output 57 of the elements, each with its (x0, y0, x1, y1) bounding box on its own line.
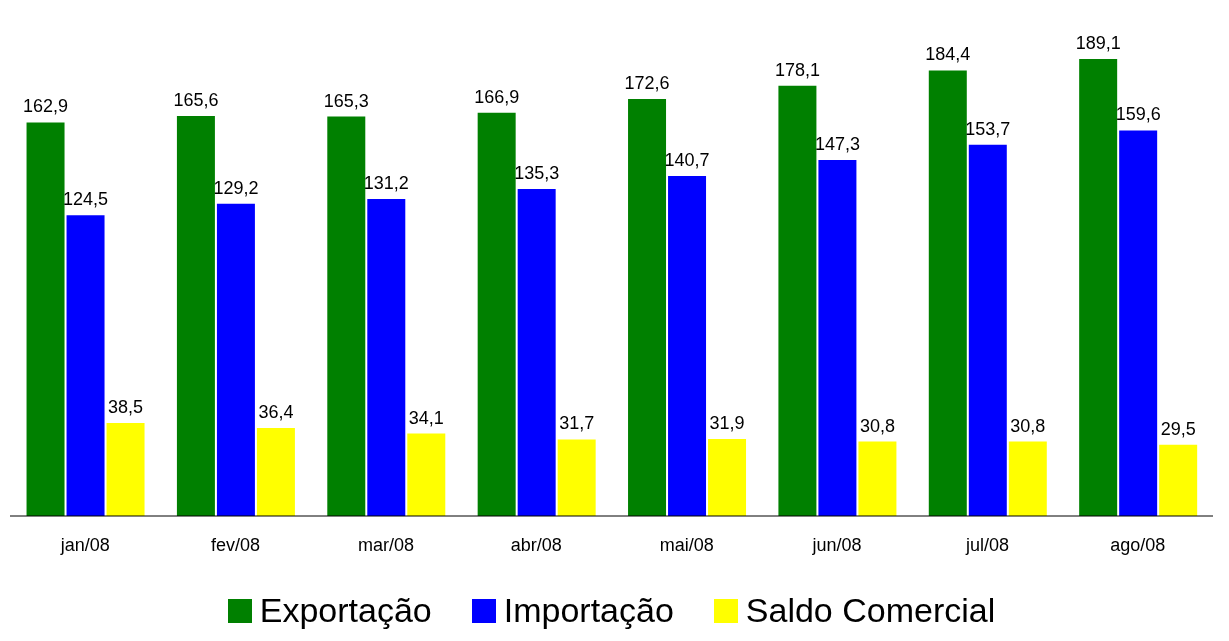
data-label: 129,2 (213, 177, 259, 198)
x-tick-label: ago/08 (1110, 534, 1166, 555)
data-label: 30,8 (1010, 415, 1046, 436)
bar (407, 433, 446, 516)
x-tick-label: fev/08 (211, 534, 261, 555)
bar (858, 441, 897, 516)
bar (1159, 444, 1198, 516)
data-label: 34,1 (408, 407, 444, 428)
legend-label: Exportação (258, 591, 432, 630)
bar (778, 85, 817, 516)
bar (1079, 59, 1118, 516)
bar (477, 112, 516, 516)
bar (708, 438, 747, 516)
data-label: 124,5 (63, 189, 109, 210)
legend-label: Saldo Comercial (744, 591, 996, 630)
data-label: 36,4 (258, 402, 294, 423)
bar (668, 176, 707, 516)
bar (106, 422, 145, 516)
bar (818, 160, 857, 516)
bar (216, 203, 255, 516)
bar (176, 115, 215, 516)
x-tick-label: abr/08 (510, 534, 562, 555)
data-label: 166,9 (474, 86, 520, 107)
x-tick-label: mai/08 (659, 534, 714, 555)
data-label: 184,4 (925, 44, 971, 65)
bar (557, 439, 596, 516)
data-label: 31,7 (559, 413, 595, 434)
data-label: 30,8 (859, 415, 895, 436)
data-label: 31,9 (709, 412, 745, 433)
bar (26, 122, 65, 516)
bar (256, 428, 295, 516)
bar (367, 199, 406, 516)
data-label: 147,3 (814, 134, 860, 155)
data-label: 162,9 (23, 96, 69, 117)
bar (928, 70, 967, 516)
data-label: 131,2 (363, 173, 409, 194)
bar (66, 215, 105, 516)
x-tick-label: jun/08 (811, 534, 862, 555)
bar (1119, 130, 1158, 516)
data-label: 178,1 (774, 59, 820, 80)
x-tick-label: mar/08 (357, 534, 414, 555)
data-label: 165,3 (323, 90, 369, 111)
bar (628, 98, 667, 516)
x-tick-label: jan/08 (59, 534, 110, 555)
data-label: 140,7 (664, 150, 710, 171)
bar (517, 189, 556, 516)
bar (968, 144, 1007, 516)
x-tick-label: jul/08 (964, 534, 1009, 555)
data-label: 189,1 (1075, 33, 1121, 54)
data-label: 159,6 (1115, 104, 1161, 125)
data-label: 38,5 (108, 396, 144, 417)
data-label: 29,5 (1160, 418, 1196, 439)
bar (327, 116, 366, 516)
legend-label: Importação (502, 591, 674, 630)
data-label: 172,6 (624, 72, 670, 93)
data-label: 165,6 (173, 89, 219, 110)
bar (1008, 441, 1047, 516)
